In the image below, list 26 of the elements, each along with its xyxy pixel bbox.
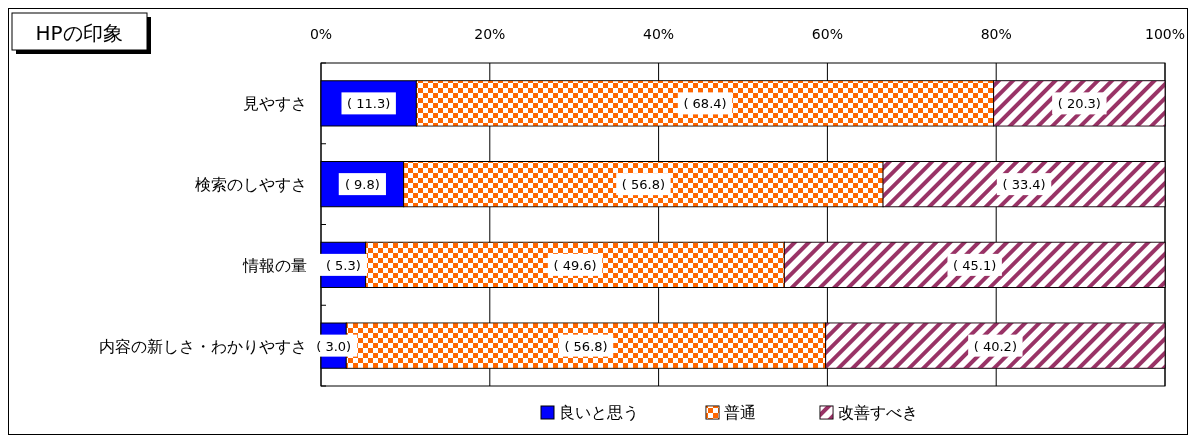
x-tick-label: 0% [309, 26, 333, 42]
x-tick-label: 80% [980, 26, 1012, 42]
x-tick-label: 60% [811, 26, 843, 42]
legend-label: 良いと思う [559, 403, 639, 422]
data-label: ( 68.4) [683, 96, 727, 112]
y-tick-label: 見やすさ [243, 94, 307, 114]
text: HPの印象 [35, 21, 123, 45]
data-label: ( 11.3) [347, 96, 391, 112]
data-label: ( 33.4) [1002, 177, 1046, 193]
data-label: ( 49.6) [553, 257, 597, 273]
x-tick-label: 20% [474, 26, 506, 42]
data-label: ( 45.1) [953, 257, 997, 273]
legend-label: 普通 [724, 403, 756, 422]
data-label: ( 56.8) [621, 177, 666, 193]
data-label: ( 20.3) [1057, 96, 1101, 112]
data-label: ( 9.8) [344, 177, 380, 193]
legend-label: 改善すべき [838, 403, 918, 422]
data-label: ( 3.0) [316, 338, 352, 354]
x-tick-label: 40% [643, 26, 675, 42]
y-tick-label: 検索のしやすさ [195, 175, 307, 195]
data-label: ( 56.8) [564, 338, 608, 354]
data-label: ( 40.2) [973, 338, 1017, 354]
y-tick-label: 内容の新しさ・わかりやすさ [99, 336, 307, 356]
x-tick-label: 100% [1144, 26, 1186, 42]
y-tick-label: 情報の量 [242, 255, 307, 275]
data-label: ( 5.3) [325, 257, 361, 273]
